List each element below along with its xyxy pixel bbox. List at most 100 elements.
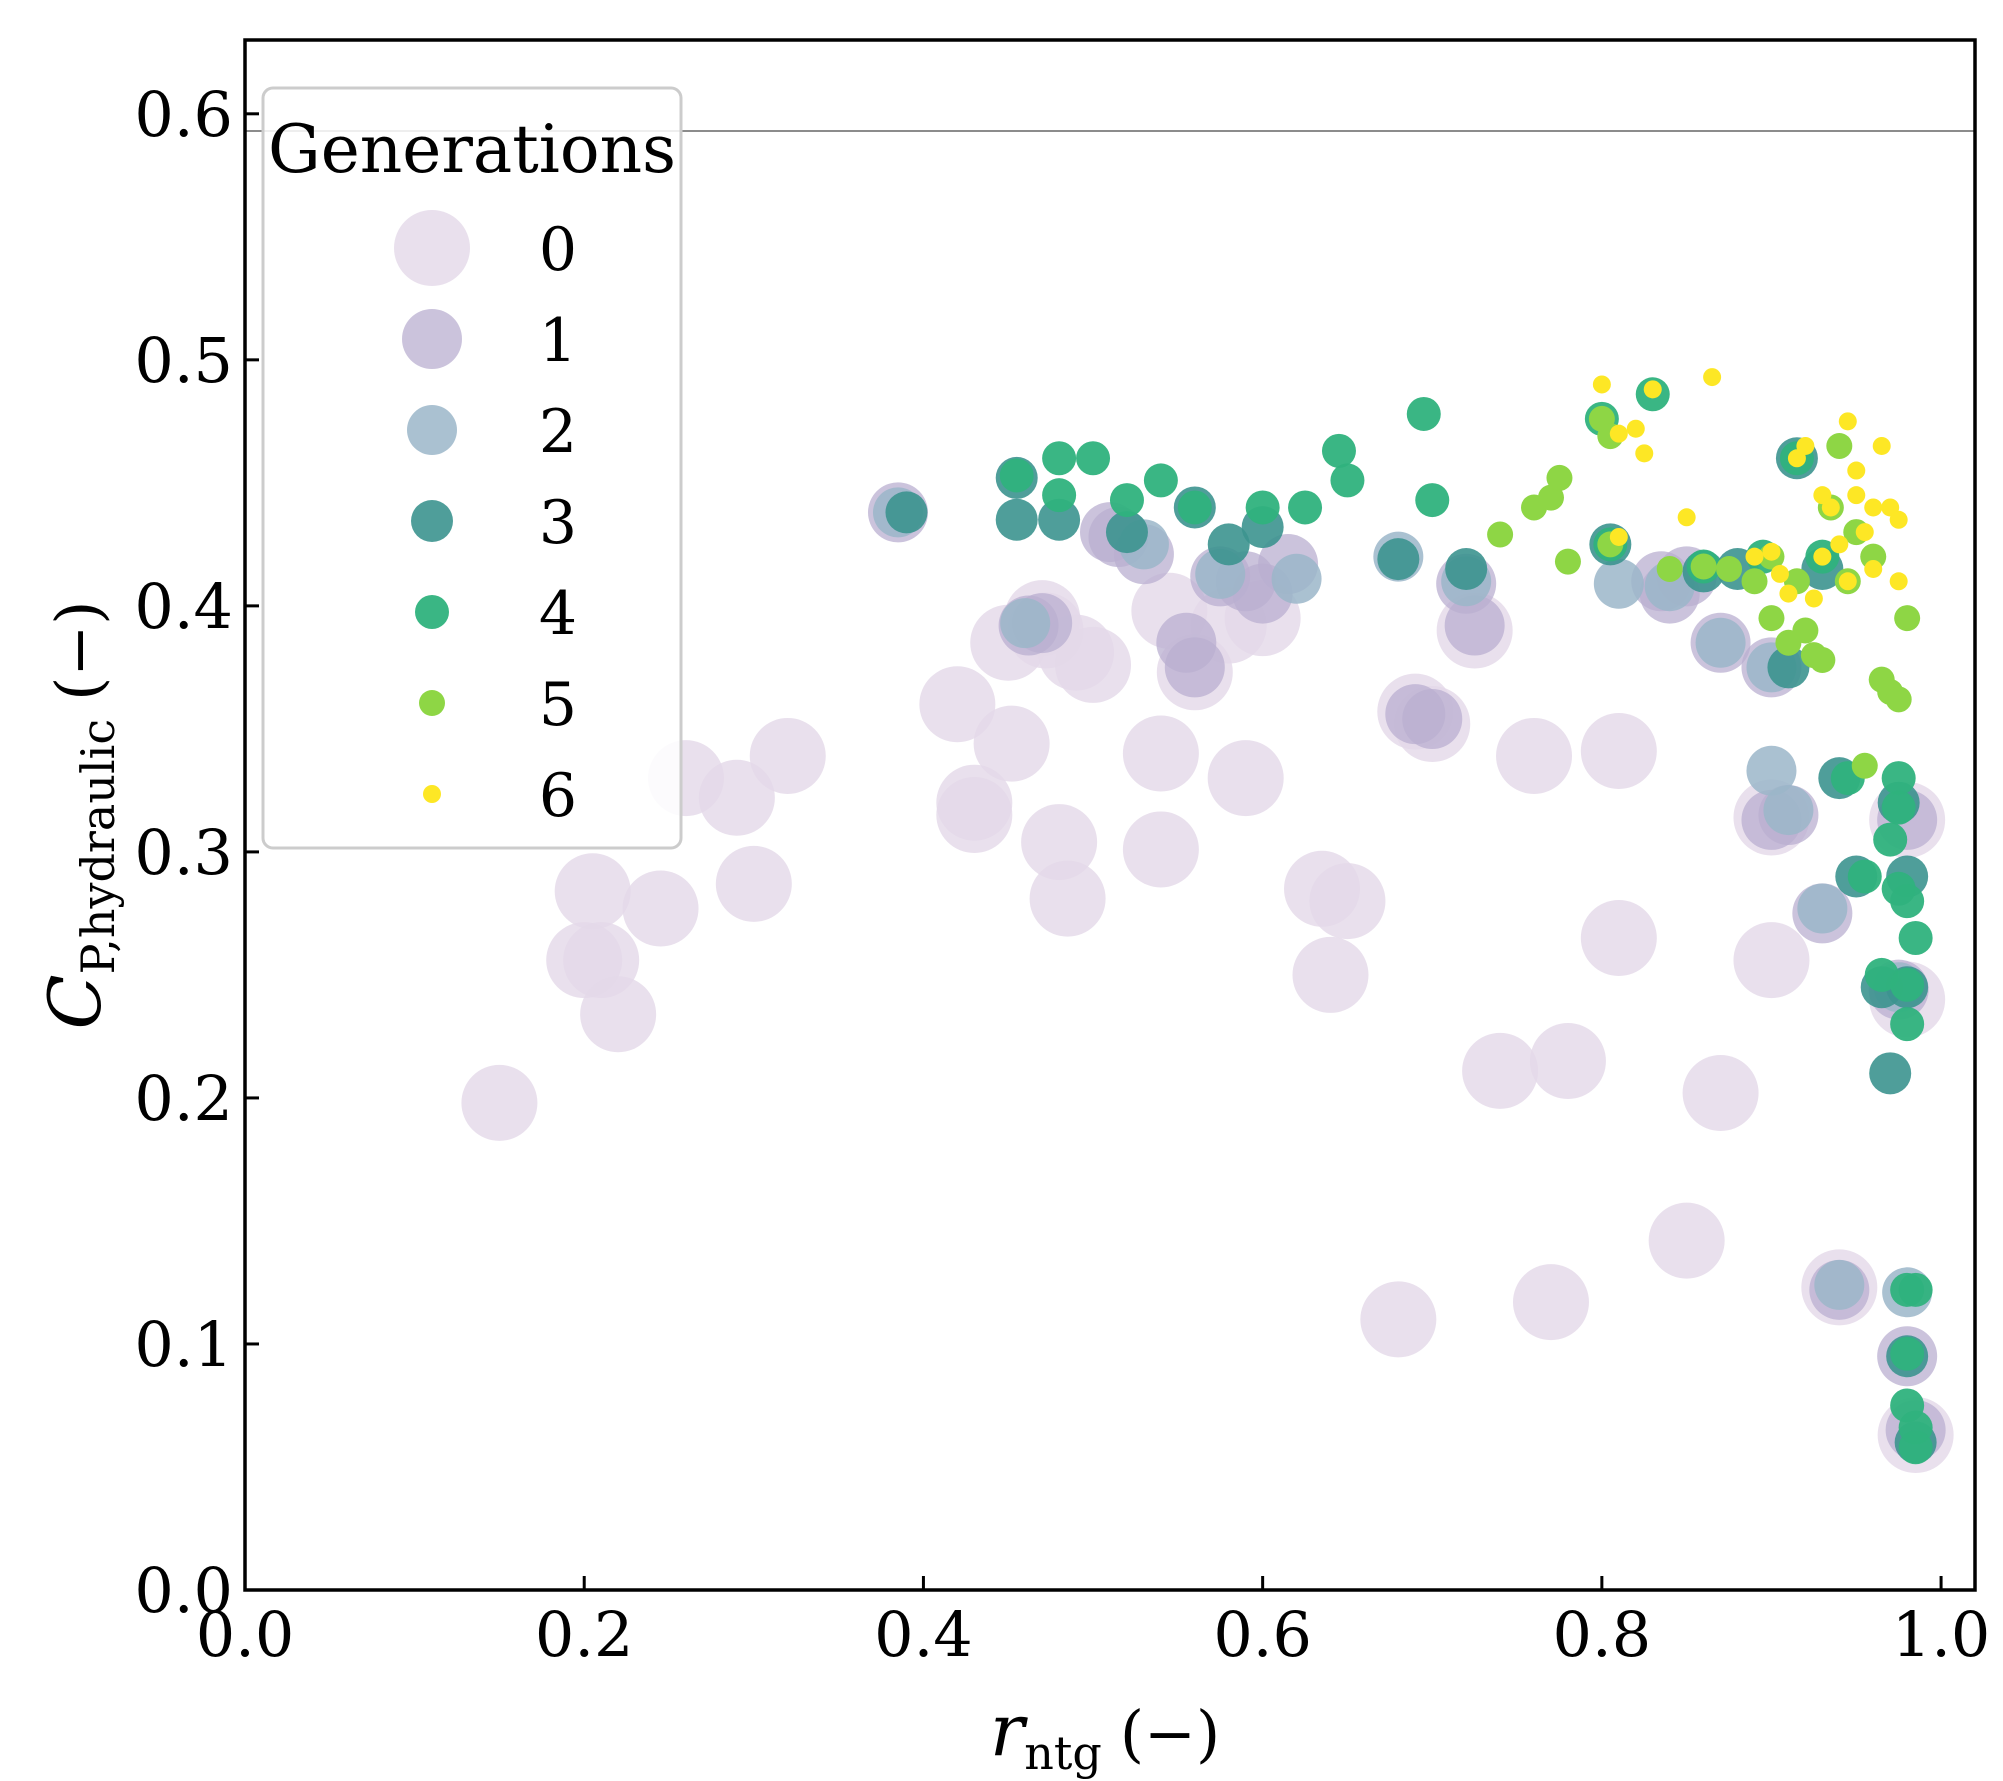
data-point: [1745, 547, 1764, 566]
data-point: [1360, 1281, 1437, 1358]
legend-label: 3: [539, 488, 577, 558]
data-point: [715, 845, 792, 922]
legend-marker: [411, 500, 453, 542]
y-tick-label: 0.5: [134, 324, 233, 397]
x-axis-label-main: r: [990, 1688, 1028, 1772]
data-point: [1890, 967, 1925, 1002]
data-point: [554, 853, 631, 930]
data-point: [1894, 605, 1921, 632]
y-tick-label: 0.0: [134, 1554, 233, 1627]
data-point: [1546, 464, 1573, 491]
data-point: [622, 870, 699, 947]
data-point: [1021, 804, 1098, 881]
legend-marker: [419, 690, 445, 716]
data-point: [1851, 752, 1878, 779]
data-point: [1029, 860, 1106, 937]
series-gen-6: [1592, 368, 1908, 608]
x-axis-label-sub: ntg: [1024, 1726, 1102, 1780]
legend-marker: [402, 309, 462, 369]
data-point: [1864, 559, 1883, 578]
legend-title: Generations: [268, 111, 676, 188]
data-point: [1055, 626, 1132, 703]
data-point: [1445, 547, 1488, 590]
series-gen-5: [1487, 405, 1921, 779]
data-point: [749, 717, 826, 794]
data-point: [1593, 558, 1644, 609]
data-point: [1462, 1032, 1539, 1109]
data-point: [1648, 1202, 1725, 1279]
data-point: [1873, 822, 1908, 857]
data-point: [885, 491, 928, 534]
data-point: [1872, 436, 1891, 455]
x-axis-label: rntg (−): [990, 1688, 1220, 1780]
data-point: [1741, 568, 1768, 595]
data-point: [1042, 441, 1077, 476]
data-point: [995, 498, 1038, 541]
x-tick-label: 0.2: [535, 1598, 634, 1671]
data-point: [1537, 484, 1564, 511]
data-point: [1847, 461, 1866, 480]
data-point: [1496, 717, 1573, 794]
x-tick-label: 0.6: [1213, 1598, 1312, 1671]
data-point: [1792, 617, 1819, 644]
data-point: [1626, 419, 1645, 438]
data-point: [1703, 368, 1722, 387]
data-point: [1177, 490, 1212, 525]
data-point: [580, 976, 657, 1053]
data-point: [1797, 883, 1848, 934]
data-point: [1643, 380, 1662, 399]
data-point: [1763, 785, 1814, 836]
data-point: [1716, 555, 1743, 582]
data-point: [1898, 921, 1933, 956]
data-point: [1487, 521, 1514, 548]
x-tick-label: 0.8: [1553, 1598, 1652, 1671]
legend-marker: [415, 595, 449, 629]
y-axis-label-unit: (−): [42, 601, 115, 701]
data-point: [1821, 498, 1840, 517]
data-point: [1814, 1259, 1865, 1310]
data-point: [1809, 647, 1836, 673]
ticks-layer: 0.0 0.2 0.4 0.6 0.8 1.0 0.0 0.1 0.2 0.3 0.4 0.5 0.6: [134, 78, 1990, 1671]
legend-marker: [394, 210, 470, 286]
data-point: [1635, 444, 1654, 463]
data-point: [1855, 523, 1874, 542]
data-point: [1207, 523, 1250, 566]
legend-label: 5: [539, 670, 577, 740]
data-point: [1529, 1023, 1606, 1100]
data-point: [1869, 1052, 1912, 1095]
legend-label: 2: [539, 397, 577, 467]
data-point: [1733, 922, 1810, 999]
data-point: [1406, 396, 1441, 431]
data-point: [1838, 412, 1857, 431]
data-point: [1288, 490, 1323, 525]
data-point: [1554, 548, 1581, 575]
legend-entries: 0 1 2 3 4 5 6: [394, 210, 577, 831]
data-point: [1838, 572, 1857, 591]
data-point: [1038, 498, 1081, 541]
data-point: [1826, 432, 1853, 459]
data-point: [1105, 511, 1148, 554]
y-tick-label: 0.2: [134, 1062, 233, 1135]
series-gen-4: [999, 377, 1933, 1465]
x-tick-label: 0.4: [874, 1598, 973, 1671]
data-point: [999, 458, 1034, 493]
data-point: [973, 705, 1050, 782]
data-point: [1321, 433, 1356, 468]
data-point: [1889, 572, 1908, 591]
data-point: [1207, 740, 1284, 817]
legend: Generations 0 1 2 3 4 5 6: [261, 86, 683, 850]
data-point: [1804, 589, 1823, 608]
data-point: [1677, 508, 1696, 527]
points-layer: [461, 368, 1954, 1473]
data-point: [1402, 689, 1463, 750]
data-point: [1109, 483, 1144, 518]
data-point: [1656, 555, 1683, 582]
data-point: [1415, 483, 1450, 518]
data-point: [1309, 863, 1386, 940]
y-axis-label-sub: P,hydraulic: [71, 719, 125, 975]
y-tick-label: 0.4: [134, 570, 233, 643]
data-point: [1890, 1007, 1925, 1042]
data-point: [1682, 1055, 1759, 1132]
y-tick-label: 0.6: [134, 78, 233, 151]
